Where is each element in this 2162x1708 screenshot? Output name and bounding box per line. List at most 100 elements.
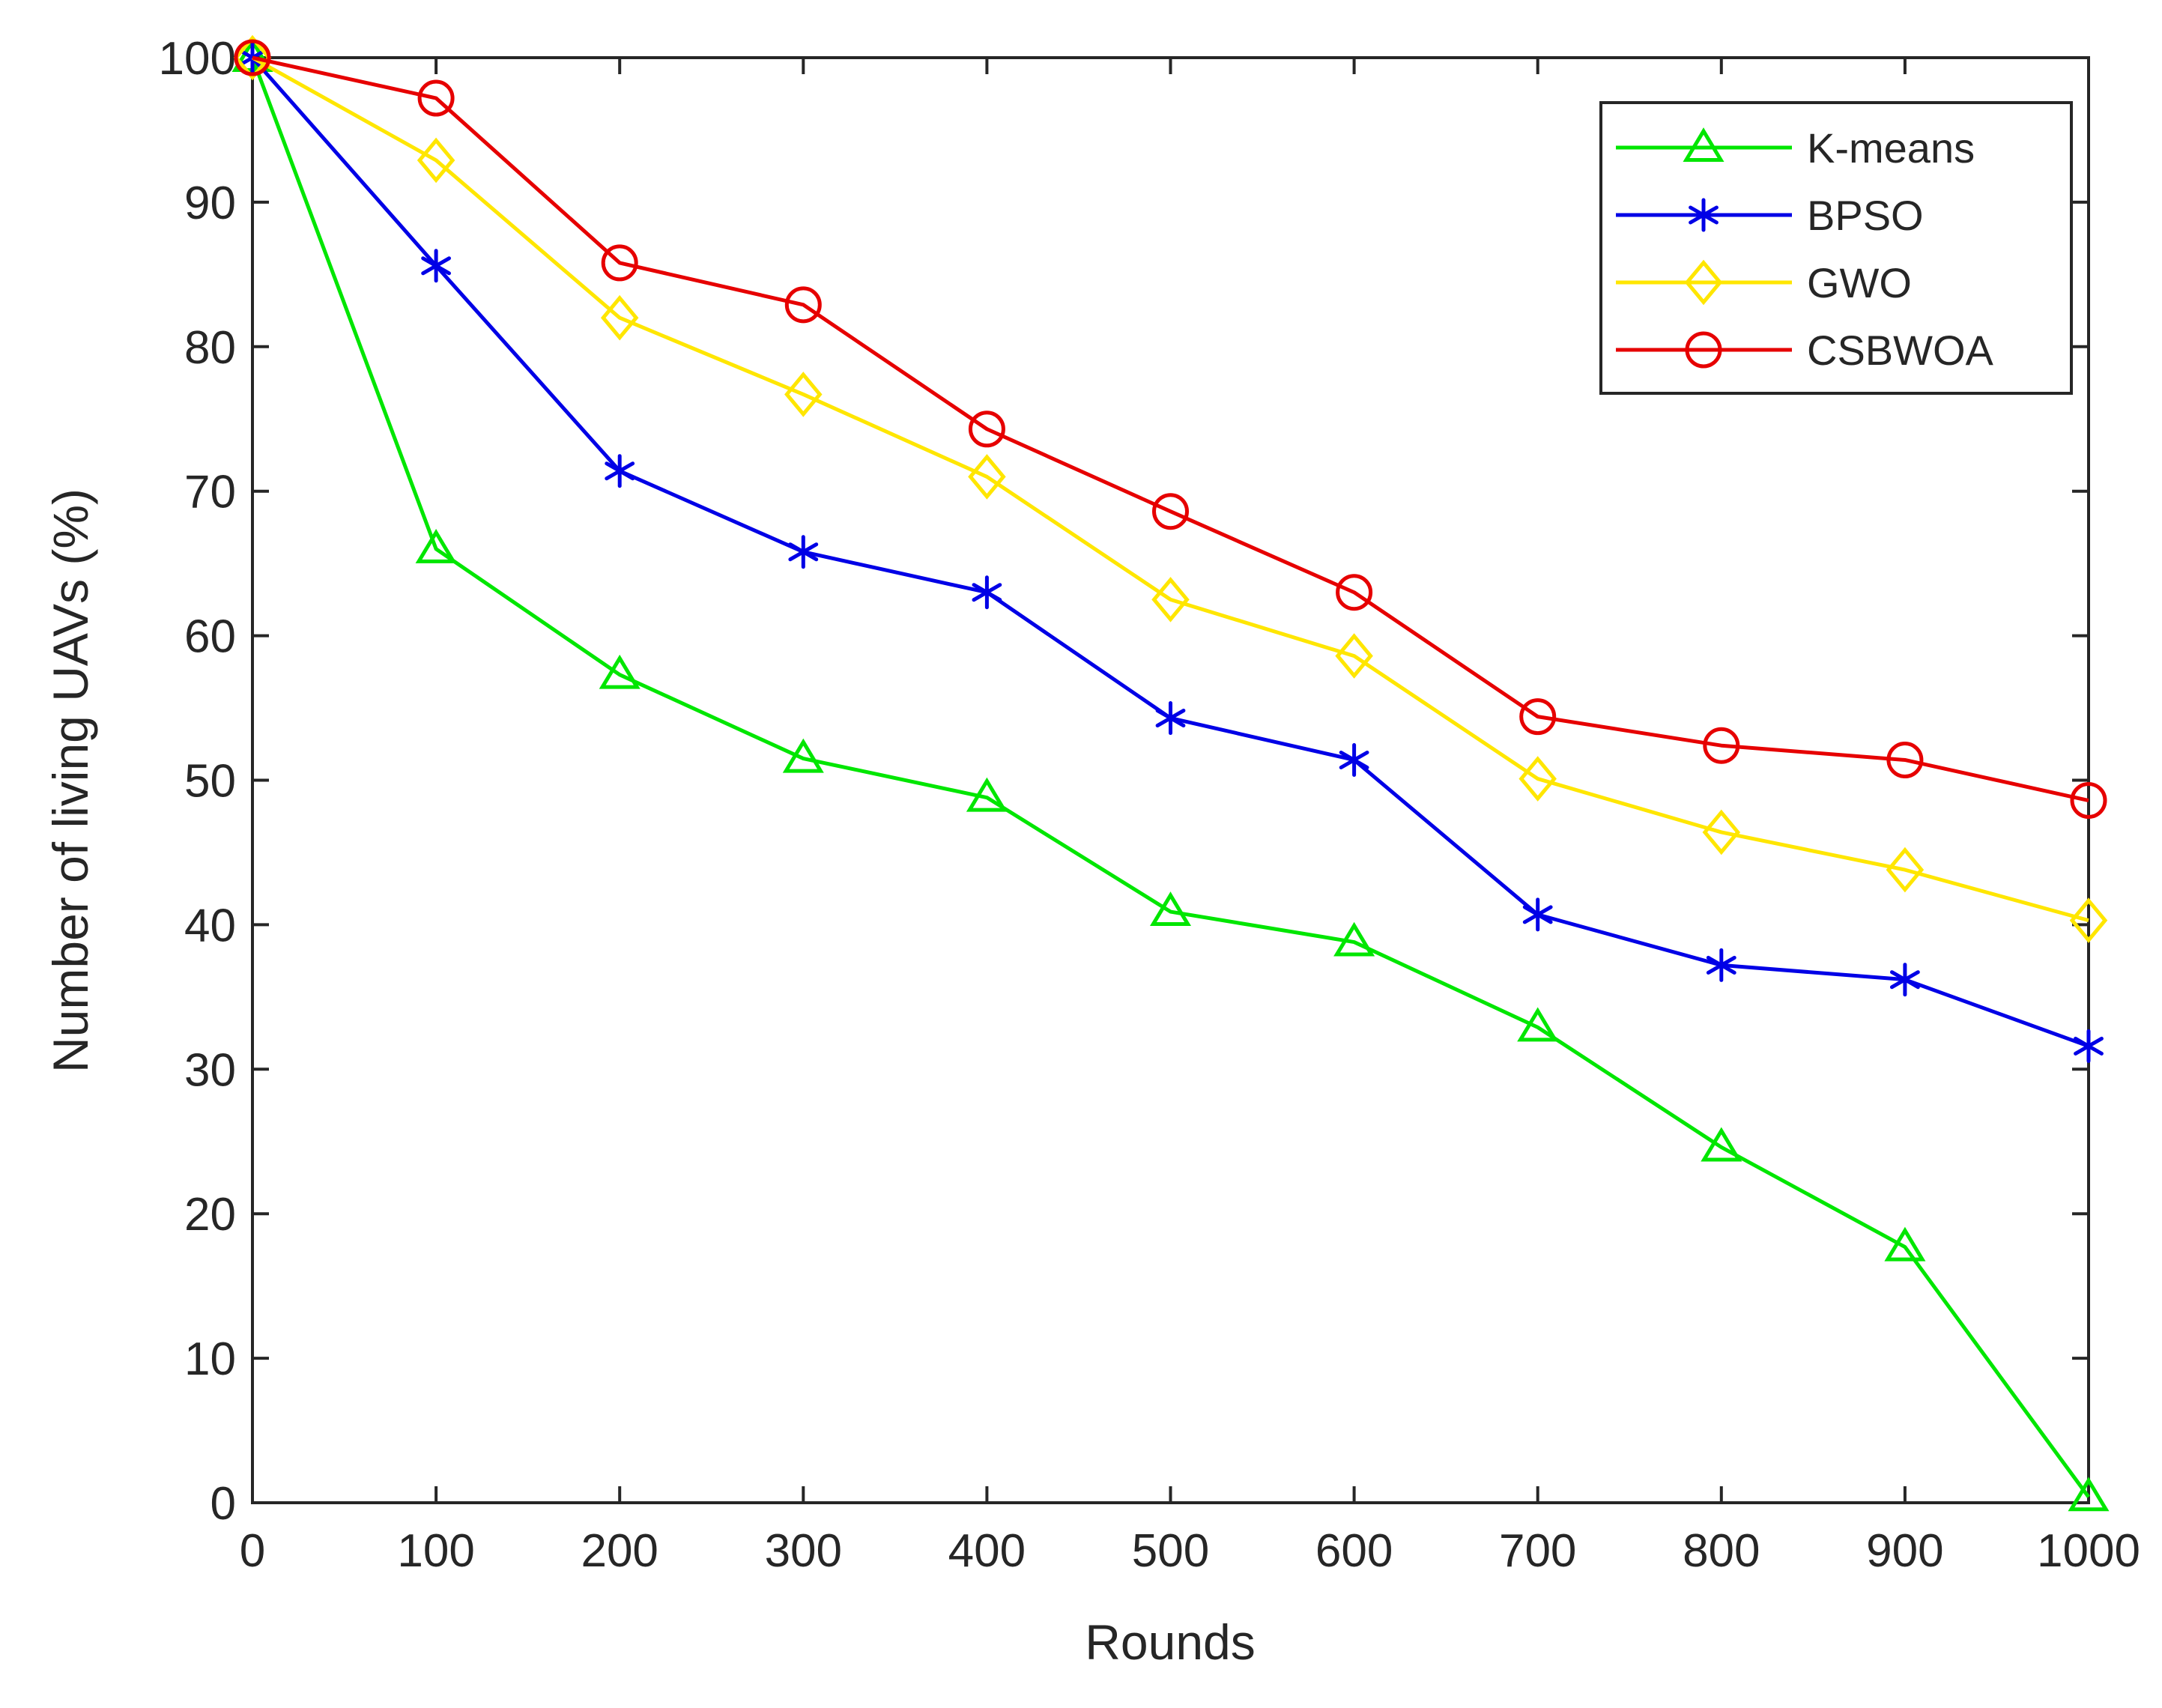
series-gwo xyxy=(233,34,2108,943)
legend-item-csbwoa: CSBWOA xyxy=(1616,327,1994,374)
x-tick-label: 0 xyxy=(240,1525,265,1577)
data-point-gwo xyxy=(233,34,272,81)
legend-label: K-means xyxy=(1807,124,1975,172)
data-point-csbwoa xyxy=(1336,574,1373,611)
data-point-csbwoa xyxy=(2070,782,2107,820)
data-point-bpso xyxy=(1339,742,1369,777)
asterisk-stroke xyxy=(1689,205,1719,225)
asterisk-stroke xyxy=(1706,955,1736,975)
asterisk-stroke xyxy=(1890,970,1920,990)
x-tick-label: 1000 xyxy=(2037,1525,2140,1577)
legend-label: CSBWOA xyxy=(1807,327,1994,374)
data-point-k-means xyxy=(599,654,641,689)
data-point-gwo xyxy=(2069,897,2108,943)
data-point-k-means xyxy=(2068,1477,2110,1512)
legend-label: GWO xyxy=(1807,259,1912,306)
data-point-csbwoa xyxy=(1886,741,1924,778)
data-point-bpso xyxy=(2074,1029,2104,1063)
asterisk-stroke xyxy=(605,461,635,481)
data-point-gwo xyxy=(1335,633,1373,679)
y-tick-label: 70 xyxy=(184,467,236,518)
series-k-means xyxy=(231,37,2110,1512)
data-point-gwo xyxy=(784,372,823,417)
legend: K-means BPSO GWO CSBWOA xyxy=(1599,101,2073,395)
x-tick-label: 800 xyxy=(1683,1525,1760,1577)
asterisk-stroke xyxy=(2074,1036,2104,1056)
y-tick-label: 10 xyxy=(184,1333,236,1385)
series-csbwoa xyxy=(234,39,2107,820)
y-tick-label: 50 xyxy=(184,756,236,808)
data-point-bpso xyxy=(788,535,819,569)
y-tick-label: 0 xyxy=(211,1478,236,1530)
legend-label: BPSO xyxy=(1807,192,1924,239)
y-tick-label: 30 xyxy=(184,1044,236,1096)
data-point-k-means xyxy=(782,738,824,773)
asterisk-stroke xyxy=(1155,709,1186,728)
series-bpso xyxy=(237,40,2104,1063)
data-point-bpso xyxy=(1890,963,1920,997)
data-point-gwo xyxy=(600,294,639,341)
legend-marker xyxy=(1683,127,1725,162)
data-point-bpso xyxy=(1155,701,1186,736)
y-tick-label: 60 xyxy=(184,611,236,663)
x-tick-label: 900 xyxy=(1866,1525,1943,1577)
x-tick-label: 300 xyxy=(765,1525,842,1577)
x-tick-label: 700 xyxy=(1499,1525,1576,1577)
data-point-gwo xyxy=(417,137,455,184)
data-point-csbwoa xyxy=(968,411,1005,448)
y-tick-label: 20 xyxy=(184,1189,236,1241)
y-tick-label: 80 xyxy=(184,322,236,374)
data-point-bpso xyxy=(972,575,1002,610)
asterisk-stroke xyxy=(972,583,1002,602)
data-point-csbwoa xyxy=(1519,698,1557,736)
y-axis-label: Number of living UAVs (%) xyxy=(43,488,98,1073)
x-tick-label: 600 xyxy=(1315,1525,1393,1577)
x-tick-label: 400 xyxy=(948,1525,1026,1577)
data-point-gwo xyxy=(1151,577,1190,623)
data-point-gwo xyxy=(968,454,1006,500)
y-tick-label: 40 xyxy=(184,900,236,951)
data-point-csbwoa xyxy=(1703,727,1740,764)
x-tick-label: 100 xyxy=(397,1525,474,1577)
data-point-bpso xyxy=(1706,948,1736,982)
x-axis-label: Rounds xyxy=(1085,1614,1256,1670)
data-point-k-means xyxy=(1333,921,1375,957)
series-line-k-means xyxy=(250,57,2091,1498)
data-point-bpso xyxy=(605,454,635,488)
data-point-bpso xyxy=(1522,897,1553,932)
legend-marker xyxy=(1684,259,1723,306)
data-point-k-means xyxy=(1517,1007,1559,1042)
legend-item-bpso: BPSO xyxy=(1616,192,1924,239)
data-point-csbwoa xyxy=(784,286,822,324)
data-point-csbwoa xyxy=(234,39,271,76)
legend-item-gwo: GWO xyxy=(1616,259,1912,306)
data-point-k-means xyxy=(966,777,1008,812)
series-group xyxy=(231,34,2110,1512)
data-point-csbwoa xyxy=(1152,493,1189,530)
legend-marker xyxy=(1689,198,1719,232)
data-point-csbwoa xyxy=(417,79,455,117)
asterisk-stroke xyxy=(1339,750,1369,769)
y-tick-label: 90 xyxy=(184,178,236,229)
asterisk-stroke xyxy=(421,256,451,276)
data-point-gwo xyxy=(1518,756,1557,802)
data-point-k-means xyxy=(1701,1127,1742,1162)
data-point-k-means xyxy=(415,529,457,563)
legend-item-k-means: K-means xyxy=(1616,124,1975,172)
series-line-gwo xyxy=(251,55,2089,923)
asterisk-stroke xyxy=(1522,905,1553,924)
data-point-k-means xyxy=(1149,891,1192,927)
asterisk-stroke xyxy=(788,542,819,562)
data-point-bpso xyxy=(421,249,451,283)
series-line-csbwoa xyxy=(252,55,2089,802)
y-tick-label: 100 xyxy=(159,33,236,85)
axes: 0 100 200 300 400 500 600 700 800 900 1000 0 10 20 30 4… xyxy=(159,33,2140,1577)
data-point-gwo xyxy=(1702,809,1741,855)
data-point-csbwoa xyxy=(601,244,638,282)
data-point-gwo xyxy=(1886,847,1925,893)
x-tick-label: 500 xyxy=(1132,1525,1209,1577)
legend-box xyxy=(1599,101,2073,395)
x-tick-label: 200 xyxy=(581,1525,658,1577)
